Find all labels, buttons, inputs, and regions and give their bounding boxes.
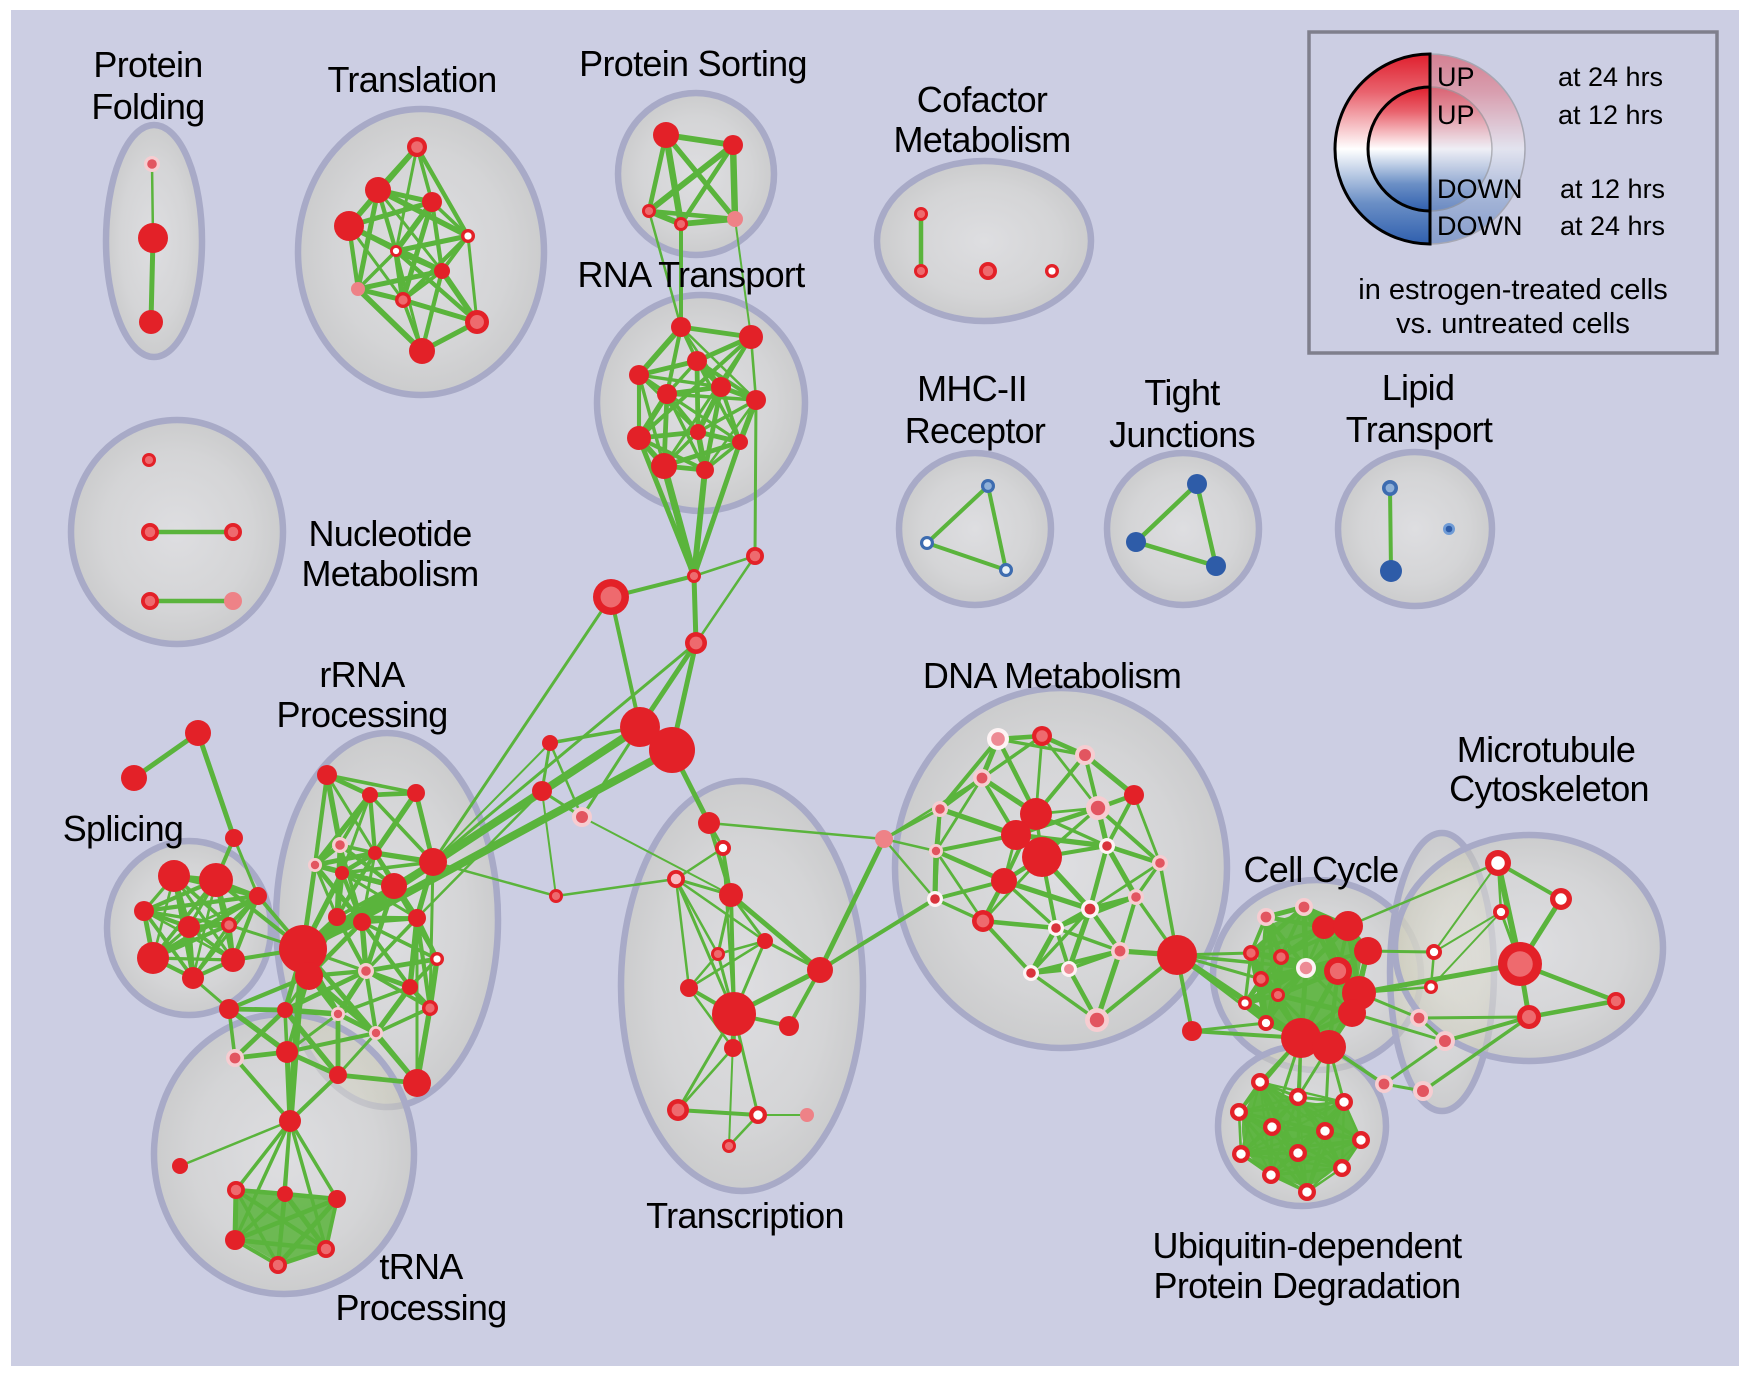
svg-text:vs. untreated cells: vs. untreated cells <box>1396 308 1630 340</box>
svg-text:Translation: Translation <box>327 59 496 100</box>
svg-text:Protein: Protein <box>93 44 202 85</box>
svg-text:Metabolism: Metabolism <box>893 119 1070 160</box>
svg-text:DNA Metabolism: DNA Metabolism <box>923 655 1181 696</box>
svg-text:in estrogen-treated cells: in estrogen-treated cells <box>1358 274 1668 306</box>
svg-text:at 24 hrs: at 24 hrs <box>1558 62 1663 92</box>
svg-text:Cell Cycle: Cell Cycle <box>1243 849 1398 890</box>
svg-text:Protein Degradation: Protein Degradation <box>1154 1265 1461 1306</box>
svg-text:Processing: Processing <box>276 694 447 735</box>
svg-text:tRNA: tRNA <box>379 1246 463 1287</box>
svg-text:UP: UP <box>1437 62 1475 92</box>
svg-text:DOWN: DOWN <box>1437 174 1522 204</box>
svg-text:Protein Sorting: Protein Sorting <box>579 43 807 84</box>
svg-text:Transcription: Transcription <box>646 1195 844 1236</box>
svg-text:Cofactor: Cofactor <box>917 79 1048 120</box>
svg-text:Lipid: Lipid <box>1382 367 1455 408</box>
svg-text:Nucleotide: Nucleotide <box>308 513 471 554</box>
svg-text:Metabolism: Metabolism <box>301 553 478 594</box>
svg-text:at 12 hrs: at 12 hrs <box>1560 174 1665 204</box>
svg-text:at 24 hrs: at 24 hrs <box>1560 211 1665 241</box>
svg-text:Receptor: Receptor <box>905 410 1046 451</box>
svg-text:Microtubule: Microtubule <box>1457 729 1635 770</box>
svg-text:Cytoskeleton: Cytoskeleton <box>1449 768 1649 809</box>
svg-text:rRNA: rRNA <box>319 654 405 695</box>
svg-text:Processing: Processing <box>335 1287 506 1328</box>
svg-text:DOWN: DOWN <box>1437 211 1522 241</box>
svg-text:Folding: Folding <box>91 86 204 127</box>
svg-text:MHC-II: MHC-II <box>917 368 1027 409</box>
svg-text:Splicing: Splicing <box>63 808 183 849</box>
svg-text:Junctions: Junctions <box>1109 414 1255 455</box>
svg-text:Transport: Transport <box>1346 409 1493 450</box>
svg-text:RNA Transport: RNA Transport <box>578 254 806 295</box>
svg-text:at 12 hrs: at 12 hrs <box>1558 100 1663 130</box>
svg-text:Ubiquitin-dependent: Ubiquitin-dependent <box>1153 1225 1463 1266</box>
svg-text:Tight: Tight <box>1144 372 1220 413</box>
svg-text:UP: UP <box>1437 100 1475 130</box>
